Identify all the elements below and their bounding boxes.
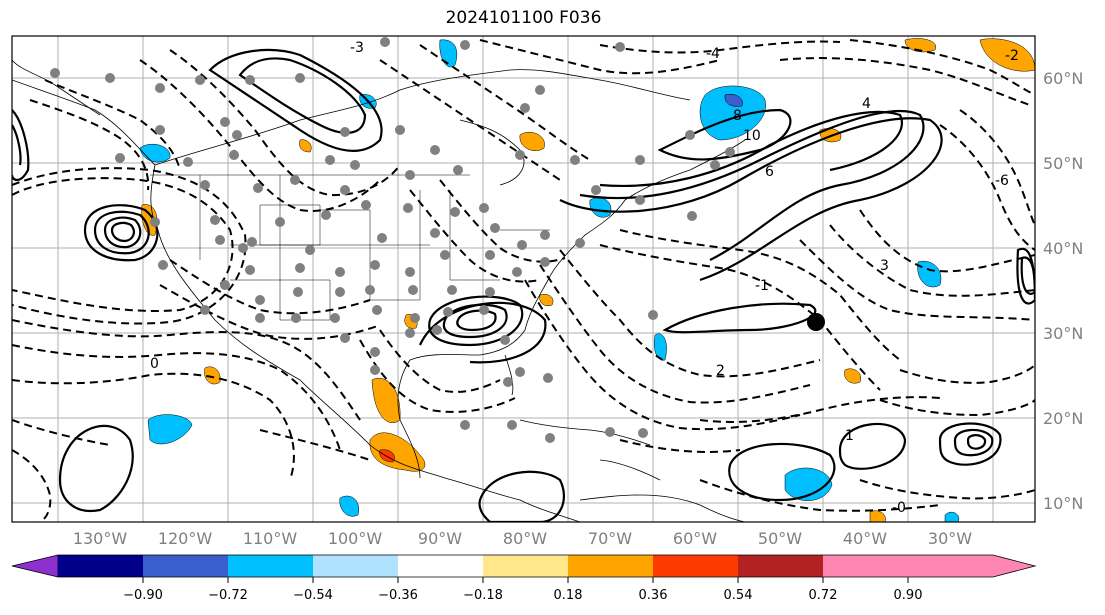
colorbar-tick-label: 0.18: [554, 588, 583, 603]
colorbar-tick-label: −0.36: [378, 588, 418, 603]
colorbar-bin: [398, 555, 483, 577]
lon-label: 50°W: [758, 529, 802, 548]
colorbar-tick-label: −0.90: [123, 588, 163, 603]
colorbar-bin: [568, 555, 653, 577]
lat-label: 60°N: [1043, 69, 1083, 88]
contour-label: 10: [743, 128, 761, 144]
lon-label: 120°W: [158, 529, 213, 548]
contour-label: 1: [845, 428, 854, 444]
lon-label: 90°W: [418, 529, 462, 548]
lon-label: 30°W: [928, 529, 972, 548]
contour-label: 0: [150, 356, 159, 372]
map-title: 2024101100 F036: [445, 8, 602, 28]
contour-label: 3: [880, 258, 889, 274]
coast-southam: [579, 494, 746, 522]
colorbar-extend-low: [11, 554, 59, 578]
lat-label: 30°N: [1043, 324, 1083, 343]
contours-dashed: [12, 39, 1035, 522]
contour-label: 2: [716, 363, 725, 379]
contour-label: -1: [755, 278, 769, 294]
colorbar-tick-label: −0.72: [208, 588, 248, 603]
colorbar-ticks: [142, 577, 909, 583]
contour-label-group: -4 4 8 10 6 -2 -3 3 -1 1 2 0 -0 -6: [150, 40, 1019, 516]
coast-canada: [154, 69, 691, 166]
colorbar-bin: [228, 555, 313, 577]
shade-blue-ne-canada: [699, 85, 766, 141]
colorbar-tick-label: 0.72: [809, 588, 838, 603]
shaded-regions: [139, 38, 1035, 522]
colorbar-tick-label: 0.36: [639, 588, 668, 603]
colorbar-extend-high: [908, 555, 1035, 577]
contour-label: -6: [995, 173, 1009, 189]
colorbar-outline: [58, 554, 1037, 578]
colorbar-bin: [58, 555, 143, 577]
lon-label: 130°W: [73, 529, 128, 548]
colorbar-bin: [483, 555, 568, 577]
contour-label: 8: [733, 108, 742, 124]
contours-solid: [12, 48, 1035, 522]
contour-label: -3: [350, 40, 364, 56]
colorbar-bin: [313, 555, 398, 577]
lon-label: 110°W: [243, 529, 298, 548]
lon-label: 100°W: [328, 529, 383, 548]
lon-label: 70°W: [588, 529, 632, 548]
colorbar-bin: [143, 555, 228, 577]
latitude-labels: 60°N 50°N 40°N 30°N 20°N 10°N: [1043, 69, 1083, 513]
coast-alaska: [12, 59, 101, 116]
contour-label: -4: [706, 46, 720, 62]
colorbar-bin: [823, 555, 908, 577]
colorbar-tick-label: 0.54: [724, 588, 753, 603]
colorbar-bin: [653, 555, 738, 577]
coastlines: [12, 59, 746, 522]
map-frame-border: [11, 35, 1036, 523]
lat-label: 50°N: [1043, 154, 1083, 173]
station-dots: [50, 37, 735, 443]
colorbar: −0.90 −0.72 −0.54 −0.36 −0.18 0.18 0.36 …: [11, 554, 1037, 603]
colorbar-tick-label: 0.90: [894, 588, 923, 603]
contour-label: -2: [1005, 48, 1019, 64]
contour-label: -0: [892, 500, 906, 516]
lon-label: 60°W: [673, 529, 717, 548]
low-west-pacific: [83, 204, 159, 262]
coast-centralam: [444, 477, 581, 522]
coast-gulf: [397, 329, 526, 479]
lat-label: 10°N: [1043, 494, 1083, 513]
coast-pacific: [12, 79, 446, 479]
lon-label: 40°W: [843, 529, 887, 548]
lat-label: 40°N: [1043, 239, 1083, 258]
lat-label: 20°N: [1043, 409, 1083, 428]
lon-label: 80°W: [503, 529, 547, 548]
colorbar-tick-label: −0.18: [463, 588, 503, 603]
colorbar-tick-label: −0.54: [293, 588, 333, 603]
marker-point: [807, 313, 825, 331]
coast-caribbean: [519, 419, 661, 481]
high-ne-atlantic: [559, 117, 943, 282]
coast-atlantic: [524, 139, 746, 331]
contour-label: 4: [862, 96, 871, 112]
coast-hudson: [459, 119, 525, 186]
contour-label: 6: [765, 164, 774, 180]
low-se-us: [428, 295, 524, 347]
colorbar-bin: [738, 555, 823, 577]
shade-orange-mexico: [369, 432, 426, 472]
longitude-labels: 130°W 120°W 110°W 100°W 90°W 80°W 70°W 6…: [73, 529, 972, 548]
